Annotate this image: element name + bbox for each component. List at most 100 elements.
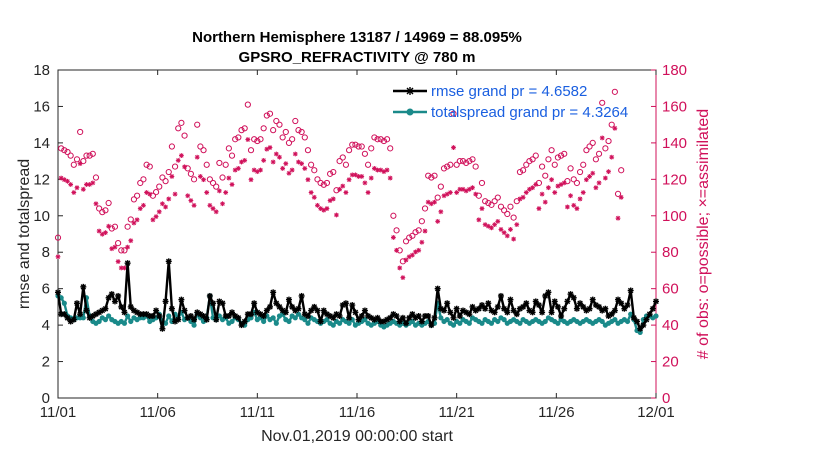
obs-assimilated-point xyxy=(223,190,229,195)
series-point xyxy=(434,285,441,292)
series-point xyxy=(191,322,197,328)
series-point xyxy=(501,317,507,323)
y-tick-label: 10 xyxy=(33,208,50,225)
obs-assimilated-point xyxy=(470,185,475,191)
series-point xyxy=(517,320,523,326)
obs-assimilated-point xyxy=(220,201,225,207)
obs-possible-point xyxy=(89,150,96,157)
series-point xyxy=(336,320,343,326)
obs-assimilated-point xyxy=(384,167,390,173)
obs-possible-point xyxy=(535,179,543,187)
obs-possible-point xyxy=(336,158,343,165)
obs-possible-point xyxy=(219,174,226,181)
obs-possible-point xyxy=(92,174,100,181)
obs-possible-point xyxy=(491,198,498,205)
series-point xyxy=(124,260,131,267)
obs-possible-point xyxy=(80,158,87,165)
obs-possible-point xyxy=(77,128,84,136)
obs-possible-point xyxy=(614,190,622,198)
obs-possible-point xyxy=(564,178,571,185)
obs-possible-point xyxy=(380,137,387,145)
obs-possible-point xyxy=(374,136,381,143)
series-point xyxy=(96,318,102,325)
obs-possible-point xyxy=(194,121,201,128)
y2-tick-label: 40 xyxy=(662,317,679,334)
obs-assimilated-point xyxy=(599,135,605,141)
series-point xyxy=(336,313,343,319)
obs-possible-point xyxy=(330,168,337,176)
series-point xyxy=(178,296,185,303)
obs-assimilated-point xyxy=(362,180,368,186)
y2-tick-label: 60 xyxy=(662,281,679,298)
obs-assimilated-point xyxy=(210,206,216,211)
obs-possible-point xyxy=(418,218,425,225)
obs-assimilated-point xyxy=(365,190,371,195)
obs-assimilated-point xyxy=(593,185,599,191)
series-point xyxy=(166,313,172,319)
series-point xyxy=(168,305,175,312)
obs-assimilated-point xyxy=(359,174,365,179)
obs-assimilated-point xyxy=(356,174,361,179)
obs-assimilated-markers xyxy=(55,125,624,280)
series-point xyxy=(561,305,568,312)
series-point xyxy=(450,314,457,321)
obs-possible-point xyxy=(266,110,274,117)
series-point xyxy=(482,305,489,312)
obs-possible-point xyxy=(273,117,280,125)
series-point xyxy=(181,307,188,314)
series-point xyxy=(273,320,279,326)
obs-possible-point xyxy=(162,178,169,185)
obs-assimilated-point xyxy=(160,201,165,207)
obs-assimilated-point xyxy=(609,154,615,160)
series-point xyxy=(295,305,302,312)
obs-possible-point xyxy=(270,127,277,134)
obs-assimilated-point xyxy=(552,190,558,195)
series-point xyxy=(229,318,235,325)
obs-possible-point xyxy=(225,145,232,152)
series-point xyxy=(554,303,561,310)
series-point xyxy=(330,322,336,328)
obs-possible-point xyxy=(54,234,62,241)
series-point xyxy=(80,283,87,290)
series-point xyxy=(165,258,172,265)
obs-assimilated-point xyxy=(536,206,542,211)
obs-possible-point xyxy=(222,161,229,168)
obs-assimilated-point xyxy=(340,183,346,189)
obs-assimilated-point xyxy=(571,202,577,208)
series-point xyxy=(643,316,650,323)
series-point xyxy=(314,307,321,314)
obs-possible-point xyxy=(96,205,103,212)
obs-possible-point xyxy=(472,163,479,170)
obs-possible-point xyxy=(70,161,77,168)
obs-possible-point xyxy=(561,150,568,157)
obs-assimilated-point xyxy=(84,182,89,187)
obs-assimilated-point xyxy=(549,177,554,183)
series-point xyxy=(121,309,128,316)
obs-assimilated-point xyxy=(103,230,108,236)
series-point xyxy=(270,315,276,321)
legend-spread-marker xyxy=(406,108,414,116)
obs-assimilated-point xyxy=(451,145,456,150)
obs-assimilated-point xyxy=(150,217,156,223)
obs-possible-point xyxy=(73,156,81,163)
series-point xyxy=(346,320,352,326)
obs-assimilated-point xyxy=(201,177,206,183)
obs-assimilated-point xyxy=(546,185,551,191)
obs-assimilated-point xyxy=(315,202,320,208)
x-tick-label: 11/16 xyxy=(339,404,375,421)
obs-possible-point xyxy=(254,137,261,145)
obs-possible-point xyxy=(526,158,533,165)
obs-assimilated-point xyxy=(172,191,178,197)
obs-possible-point xyxy=(605,137,612,145)
obs-possible-point xyxy=(111,223,119,230)
obs-possible-point xyxy=(159,174,166,181)
obs-possible-point xyxy=(260,125,267,132)
obs-possible-point xyxy=(485,199,492,207)
series-point xyxy=(286,318,292,325)
obs-possible-point xyxy=(99,209,106,216)
obs-assimilated-point xyxy=(324,206,330,211)
series-point xyxy=(488,320,495,326)
obs-assimilated-point xyxy=(289,167,295,173)
series-point xyxy=(153,307,160,314)
obs-possible-point xyxy=(251,136,258,143)
